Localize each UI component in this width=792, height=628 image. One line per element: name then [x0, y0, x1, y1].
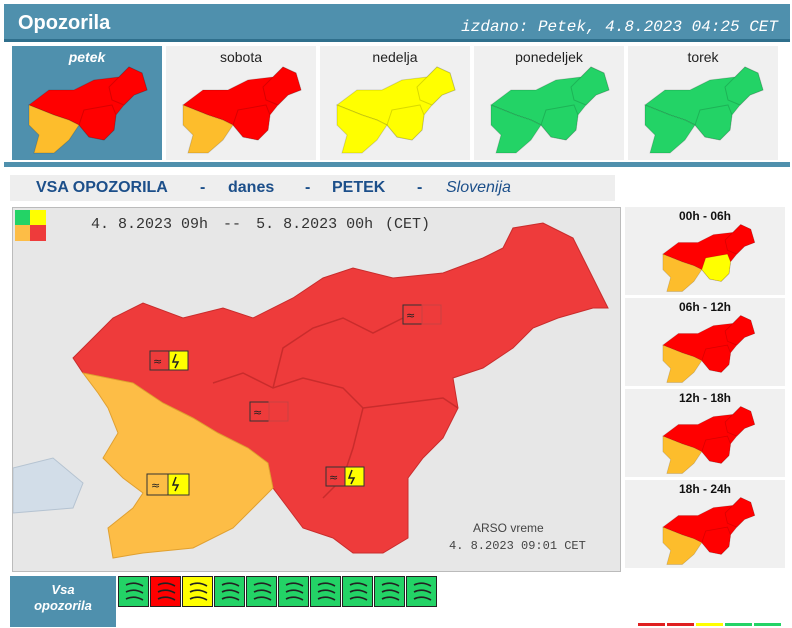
- mini-map-graphic: [335, 66, 456, 154]
- tab-nedelja[interactable]: nedelja: [320, 46, 470, 160]
- mini-map-graphic: [662, 224, 756, 292]
- marker-northwest[interactable]: ≈: [149, 350, 189, 371]
- date-sep: --: [223, 216, 242, 233]
- swatch: [667, 623, 694, 626]
- section-all-warnings: VSA OPOZORILA: [36, 179, 168, 196]
- page-title: Opozorila: [18, 12, 111, 34]
- date-to: 5. 8.2023 00h: [256, 216, 374, 233]
- legend-red: [30, 225, 46, 241]
- period-map[interactable]: 12h - 18h: [625, 389, 785, 477]
- mini-map-graphic: [643, 66, 764, 154]
- section-dash: -: [417, 179, 423, 196]
- section-dash: -: [200, 179, 206, 196]
- svg-text:≈: ≈: [329, 471, 338, 484]
- date-from: 4. 8.2023 09h: [91, 216, 209, 233]
- mini-map-graphic: [662, 406, 756, 474]
- mini-map-graphic: [27, 66, 148, 154]
- map-timestamp: 4. 8.2023 09:01 CET: [449, 539, 586, 553]
- map-source: ARSO vreme: [473, 521, 544, 535]
- mini-map-graphic: [662, 315, 756, 383]
- section-dash: -: [305, 179, 311, 196]
- swatch: [725, 623, 752, 626]
- period-label: 18h - 24h: [678, 482, 732, 496]
- heat-icon[interactable]: [278, 576, 309, 607]
- section-title: VSA OPOZORILA - danes - PETEK - Slovenij…: [10, 175, 615, 201]
- tab-sobota[interactable]: sobota: [166, 46, 316, 160]
- tab-ponedeljek[interactable]: ponedeljek: [474, 46, 624, 160]
- tab-label: sobota: [219, 49, 263, 65]
- coastal-icon[interactable]: [374, 576, 405, 607]
- mini-map-graphic: [181, 66, 302, 154]
- period-map[interactable]: 00h - 06h: [625, 207, 785, 295]
- fire-icon[interactable]: [342, 576, 373, 607]
- flood-icon[interactable]: [406, 576, 437, 607]
- day-tabs: petek sobota nedelja ponedeljek torek: [12, 46, 782, 162]
- map-timezone: (CET): [385, 216, 431, 233]
- divider: [4, 162, 790, 167]
- period-label: 06h - 12h: [678, 300, 732, 314]
- period-map[interactable]: 06h - 12h: [625, 298, 785, 386]
- swatch: [638, 623, 665, 626]
- issued-date: izdano: Petek, 4.8.2023 04:25 CET: [461, 18, 778, 36]
- all-warnings-line2: opozorila: [34, 598, 92, 613]
- marker-west[interactable]: ≈: [146, 473, 190, 496]
- svg-text:≈: ≈: [406, 309, 415, 322]
- wind-icon[interactable]: [118, 576, 149, 607]
- snow-ice-icon[interactable]: [246, 576, 277, 607]
- map-date-range: 4. 8.2023 09h -- 5. 8.2023 00h: [91, 216, 373, 233]
- period-map[interactable]: 18h - 24h: [625, 480, 785, 568]
- divider: [10, 624, 116, 627]
- svg-text:≈: ≈: [153, 355, 162, 368]
- main-warning-map[interactable]: ≈ ≈ ≈ ≈ ≈: [12, 207, 621, 572]
- period-panel: 00h - 06h 06h - 12h 12h - 18h 18h - 24h: [625, 207, 785, 572]
- period-label: 00h - 06h: [678, 209, 732, 223]
- swatch: [696, 623, 723, 626]
- tab-petek[interactable]: petek: [12, 46, 162, 160]
- legend-orange: [15, 225, 31, 241]
- section-day: PETEK: [332, 179, 386, 196]
- marker-central[interactable]: ≈: [249, 401, 289, 422]
- period-label: 12h - 18h: [678, 391, 732, 405]
- map-graphic[interactable]: ≈ ≈ ≈ ≈ ≈: [13, 208, 621, 572]
- legend-green: [15, 210, 31, 226]
- svg-text:≈: ≈: [253, 406, 262, 419]
- tab-label: ponedeljek: [515, 49, 583, 65]
- mini-map-graphic: [662, 497, 756, 565]
- thunderstorm-icon[interactable]: [182, 576, 213, 607]
- tab-label: torek: [687, 49, 719, 65]
- marker-northeast[interactable]: ≈: [402, 304, 442, 325]
- section-today: danes: [228, 179, 275, 196]
- all-warnings-line1: Vsa: [51, 582, 75, 597]
- marker-southeast[interactable]: ≈: [325, 466, 365, 487]
- tab-label: petek: [68, 49, 106, 65]
- snow-icon[interactable]: [214, 576, 245, 607]
- legend-yellow: [30, 210, 46, 226]
- svg-text:≈: ≈: [151, 479, 160, 492]
- rain-icon[interactable]: [150, 576, 181, 607]
- swatch: [754, 623, 781, 626]
- section-region: Slovenija: [446, 179, 511, 196]
- all-warnings-button[interactable]: Vsa opozorila: [10, 576, 116, 624]
- mini-map-graphic: [489, 66, 610, 154]
- tab-torek[interactable]: torek: [628, 46, 778, 160]
- header-bar: Opozorila izdano: Petek, 4.8.2023 04:25 …: [4, 4, 790, 42]
- tab-label: nedelja: [372, 49, 418, 65]
- cold-icon[interactable]: [310, 576, 341, 607]
